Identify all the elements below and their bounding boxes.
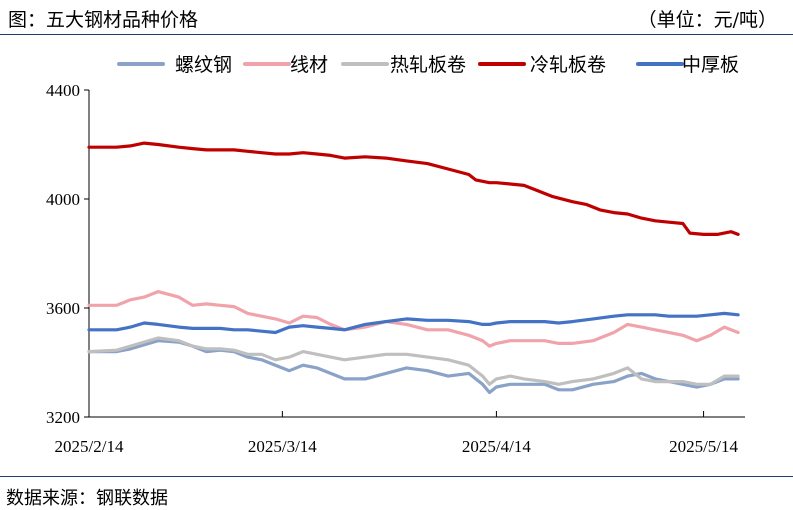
axes: 3200 3600 4000 4400 2025/2/14 2025/3/14 2025/4… (46, 81, 745, 456)
legend: 螺纹钢 线材 热轧板卷 冷轧板卷 中厚板 (117, 54, 739, 76)
x-tick-label: 2025/3/14 (248, 437, 317, 456)
legend-label: 中厚板 (682, 54, 739, 76)
series-line-1 (87, 339, 740, 395)
bottom-rule (0, 476, 793, 477)
series-line-5 (87, 311, 740, 335)
x-tick-label: 2025/5/14 (669, 437, 738, 456)
top-rule (0, 34, 793, 35)
x-tick-label: 2025/2/14 (55, 437, 124, 456)
series-line-4 (87, 141, 740, 236)
legend-label: 冷轧板卷 (530, 54, 606, 76)
unit-label: （单位：元/吨） (637, 9, 777, 31)
y-tick-label: 4000 (46, 190, 80, 209)
series-line-3 (87, 336, 740, 386)
line-chart: 螺纹钢 线材 热轧板卷 冷轧板卷 中厚板 3200 3600 4000 4400 2025/2/… (46, 54, 745, 456)
y-tick-label: 4400 (46, 81, 80, 100)
source-note: 数据来源：钢联数据 (6, 488, 168, 509)
series-line-2 (87, 290, 740, 348)
y-tick-label: 3600 (46, 299, 80, 318)
x-tick-label: 2025/4/14 (462, 437, 531, 456)
series-lines (87, 141, 740, 395)
title-bar: 图：五大钢材品种价格 （单位：元/吨） (0, 0, 793, 34)
legend-label: 热轧板卷 (390, 54, 466, 76)
legend-label: 螺纹钢 (175, 54, 232, 76)
chart-title: 图：五大钢材品种价格 (8, 9, 199, 31)
legend-label: 线材 (290, 54, 328, 76)
y-tick-label: 3200 (46, 408, 80, 427)
